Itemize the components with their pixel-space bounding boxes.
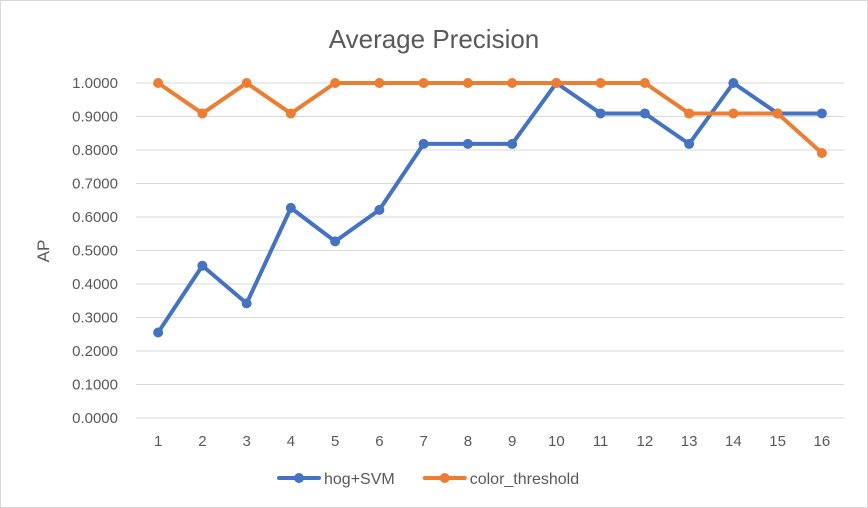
x-tick-label: 10 [548, 433, 565, 450]
y-tick-label: 0.7000 [72, 176, 118, 193]
y-tick-label: 0.1000 [72, 377, 118, 394]
data-point [684, 138, 695, 149]
legend-label: color_threshold [470, 471, 579, 488]
data-point [418, 78, 429, 88]
y-tick-label: 0.9000 [72, 109, 118, 126]
data-point [285, 108, 296, 119]
legend-swatch-marker [294, 473, 304, 483]
data-point [639, 78, 650, 88]
data-point [639, 108, 650, 119]
data-point [551, 78, 562, 88]
legend-swatch-marker [439, 473, 450, 483]
data-point [728, 78, 739, 88]
x-tick-label: 1 [154, 433, 162, 450]
data-point [285, 202, 296, 213]
y-tick-label: 0.3000 [72, 310, 118, 327]
data-point [728, 108, 739, 119]
y-tick-label: 1.0000 [72, 75, 118, 92]
x-tick-label: 16 [814, 433, 831, 450]
data-point [330, 78, 341, 88]
series-2 [153, 78, 827, 159]
legend-label: hog+SVM [324, 471, 395, 488]
data-point [507, 138, 518, 149]
data-point [374, 204, 385, 215]
y-tick-label: 0.5000 [72, 243, 118, 260]
x-tick-label: 3 [242, 433, 250, 450]
y-tick-label: 0.2000 [72, 343, 118, 360]
x-tick-label: 6 [375, 433, 383, 450]
data-point [772, 108, 783, 119]
legend-item: color_threshold [422, 471, 579, 488]
series-line [156, 81, 824, 335]
data-point [595, 78, 606, 88]
data-point [241, 298, 252, 309]
data-point [684, 108, 695, 119]
y-tick-label: 0.6000 [72, 209, 118, 226]
data-point [197, 108, 208, 119]
x-axis-ticks: 1 2 3 4 5 6 7 8 9 10 11 12 13 14 15 16 [154, 433, 830, 450]
data-point [374, 78, 385, 88]
series-line [156, 81, 824, 156]
data-point [330, 236, 341, 247]
chart-title: Average Precision [329, 24, 540, 54]
x-tick-label: 2 [198, 433, 206, 450]
series-group [153, 78, 827, 338]
x-tick-label: 9 [508, 433, 516, 450]
data-point [153, 327, 164, 338]
data-point [418, 138, 429, 149]
x-tick-label: 13 [681, 433, 698, 450]
y-tick-label: 0.4000 [72, 276, 118, 293]
data-point [153, 78, 164, 88]
legend-item: hog+SVM [277, 471, 395, 488]
y-tick-label: 0.8000 [72, 142, 118, 159]
data-point [241, 78, 252, 88]
data-point [816, 148, 827, 159]
legend: hog+SVM color_threshold [277, 471, 579, 488]
data-point [816, 108, 827, 119]
x-tick-label: 7 [419, 433, 427, 450]
x-tick-label: 4 [287, 433, 295, 450]
data-point [595, 108, 606, 119]
x-tick-label: 8 [464, 433, 472, 450]
x-tick-label: 5 [331, 433, 339, 450]
grid-lines [136, 82, 844, 419]
y-axis-title: AP [34, 240, 53, 263]
data-point [462, 138, 473, 149]
x-tick-label: 14 [725, 433, 742, 450]
y-tick-label: 0.0000 [72, 410, 118, 427]
x-tick-label: 15 [769, 433, 786, 450]
data-point [462, 78, 473, 88]
data-point [197, 260, 208, 271]
data-point [507, 78, 518, 88]
x-tick-label: 12 [637, 433, 654, 450]
x-tick-label: 11 [593, 433, 609, 450]
y-axis-ticks: 0.0000 0.1000 0.2000 0.3000 0.4000 0.5000 0.60… [72, 75, 118, 427]
